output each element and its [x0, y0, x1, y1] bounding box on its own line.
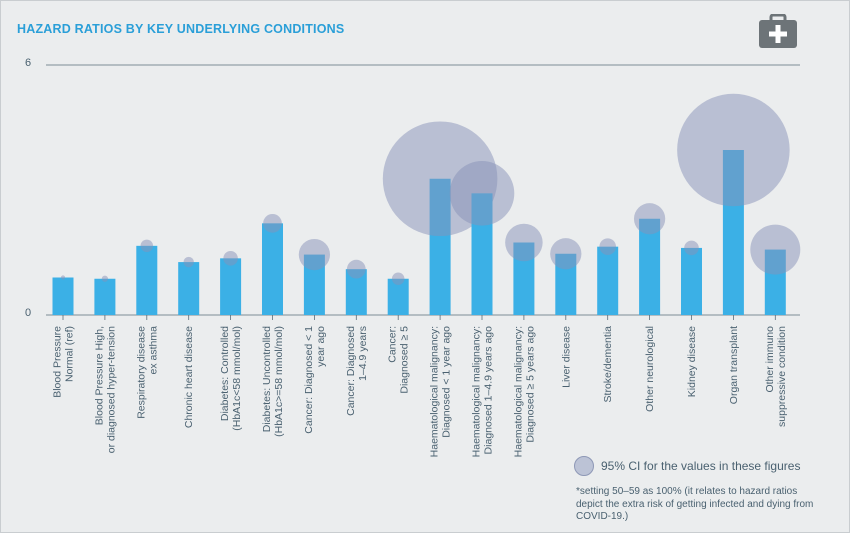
bar [681, 247, 702, 315]
category-label-line: Kidney disease [686, 326, 698, 397]
ci-bubble [140, 239, 154, 253]
category-label: Cancer: Diagnosed1–4.9 years [345, 326, 369, 416]
category-label: Organ transplant [728, 326, 740, 404]
ci-bubble [183, 256, 194, 268]
ci-bubble [599, 238, 617, 256]
category-label-line: Blood Pressure [52, 326, 64, 398]
category-label-line: Chronic heart disease [183, 326, 195, 428]
category-label-line: Haematological malignancy: [512, 326, 524, 457]
category-label: Blood Pressure High,or diagnosed hyper-t… [93, 326, 117, 453]
category-label: Stroke/dementia [602, 326, 614, 403]
category-label-line: Diabetes: Uncontrolled [261, 326, 273, 432]
category-label-line: ex asthma [147, 326, 159, 375]
category-label: Liver disease [560, 326, 572, 388]
ci-bubble [346, 259, 366, 279]
category-label: Other immunosuppressive condition [764, 326, 788, 427]
bar [262, 223, 283, 315]
category-label-line: (HbA1c>=58 mmol/mol) [273, 326, 285, 437]
category-label-line: Diagnosed ≥ 5 [399, 326, 411, 394]
category-label: Haematological malignancy:Diagnosed 1–4.… [471, 326, 495, 457]
category-label: Respiratory diseaseex asthma [135, 326, 159, 419]
bar [136, 245, 158, 315]
ci-bubble [633, 203, 666, 235]
bar [597, 246, 619, 315]
category-label-line: Diagnosed ≥ 5 years ago [524, 326, 536, 443]
category-label-line: Diagnosed 1–4.9 years ago [483, 326, 495, 455]
bar [94, 278, 116, 315]
category-label: Kidney disease [686, 326, 698, 397]
medical-kit-icon [759, 14, 797, 48]
category-label-line: (HbA1c<58 mmol/mol) [231, 326, 243, 431]
chart-title: HAZARD RATIOS BY KEY UNDERLYING CONDITIO… [17, 22, 345, 36]
y-tick-label: 6 [25, 57, 31, 69]
category-label: Diabetes: Controlled(HbA1c<58 mmol/mol) [219, 326, 243, 431]
ci-bubble [223, 251, 238, 266]
category-label-line: Other immuno [764, 326, 776, 393]
ci-bubble [684, 240, 699, 256]
category-label-line: Respiratory disease [135, 326, 147, 419]
legend-ci-swatch [574, 456, 594, 476]
category-label-line: Diabetes: Controlled [219, 326, 231, 421]
category-label-line: or diagnosed hyper-tension [105, 326, 117, 453]
ci-bubble [750, 224, 801, 275]
bar [345, 269, 367, 315]
category-label: Blood PressureNormal (ref) [52, 326, 76, 398]
bar [220, 258, 242, 315]
category-label-line: Cancer: Diagnosed [345, 326, 357, 416]
category-label-line: Haematological malignancy: [429, 326, 441, 457]
bar [555, 253, 577, 315]
ci-bubble [505, 223, 543, 262]
category-label: Diabetes: Uncontrolled(HbA1c>=58 mmol/mo… [261, 326, 285, 437]
category-label: Other neurological [644, 326, 656, 412]
category-label-line: Stroke/dementia [602, 326, 614, 403]
footnote: *setting 50–59 as 100% (it relates to ha… [576, 486, 814, 522]
bar [387, 278, 409, 315]
bar [639, 218, 661, 315]
ci-bubble [101, 275, 109, 282]
category-label-line: Diagnosed < 1 year ago [441, 326, 453, 438]
category-label-line: year ago [315, 326, 327, 367]
ci-bubble [298, 238, 331, 271]
category-label: Haematological malignancy:Diagnosed ≥ 5 … [512, 326, 536, 457]
bar [303, 254, 325, 315]
category-label-line: Liver disease [560, 326, 572, 388]
category-label-line: Normal (ref) [64, 326, 76, 382]
bar [178, 262, 200, 315]
ci-bubble [677, 93, 790, 207]
bar [513, 242, 535, 315]
ci-bubble [60, 275, 66, 280]
category-label: Chronic heart disease [183, 326, 195, 428]
ci-bubble [391, 272, 405, 285]
category-label-line: suppressive condition [776, 326, 788, 427]
category-label-line: Organ transplant [728, 326, 740, 404]
category-label-line: Cancer: Diagnosed < 1 [303, 326, 315, 434]
ci-bubble [449, 161, 515, 226]
bar [52, 277, 74, 315]
category-label: Cancer:Diagnosed ≥ 5 [387, 326, 411, 394]
ci-bubble [263, 213, 282, 233]
category-label-line: Haematological malignancy: [471, 326, 483, 457]
ci-bubble [550, 238, 582, 270]
legend-label: 95% CI for the values in these figures [601, 459, 801, 473]
category-label-line: Blood Pressure High, [93, 326, 105, 425]
category-label: Haematological malignancy:Diagnosed < 1 … [429, 326, 453, 457]
category-label-line: Cancer: [387, 326, 399, 363]
y-tick-label: 0 [25, 307, 31, 319]
category-label-line: Other neurological [644, 326, 656, 412]
category-label: Cancer: Diagnosed < 1year ago [303, 326, 327, 434]
category-label-line: 1–4.9 years [357, 326, 369, 381]
